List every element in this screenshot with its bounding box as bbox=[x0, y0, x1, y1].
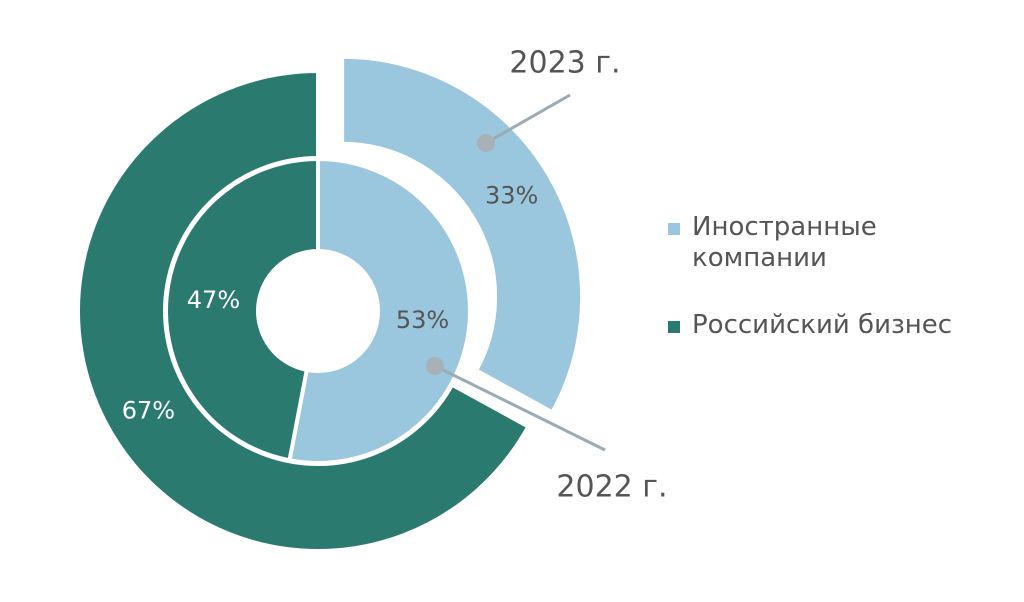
legend-label: Иностранные компании bbox=[692, 212, 877, 273]
value-label: 47% bbox=[187, 286, 240, 314]
callout-line bbox=[434, 364, 606, 452]
donut-slice bbox=[164, 156, 320, 463]
value-label: 67% bbox=[122, 396, 175, 424]
legend-swatch bbox=[668, 321, 680, 333]
legend-swatch bbox=[668, 223, 680, 235]
value-label: 53% bbox=[396, 306, 449, 334]
callout-dot bbox=[477, 134, 495, 152]
donut-slice bbox=[287, 156, 472, 465]
series-label: 2023 г. bbox=[509, 46, 620, 81]
callout-line bbox=[485, 93, 571, 145]
callout-dot bbox=[426, 357, 444, 375]
donut-slice bbox=[340, 54, 585, 416]
legend-label: Российский бизнес bbox=[692, 310, 953, 340]
value-label: 33% bbox=[485, 181, 538, 209]
series-label: 2022 г. bbox=[556, 470, 667, 505]
